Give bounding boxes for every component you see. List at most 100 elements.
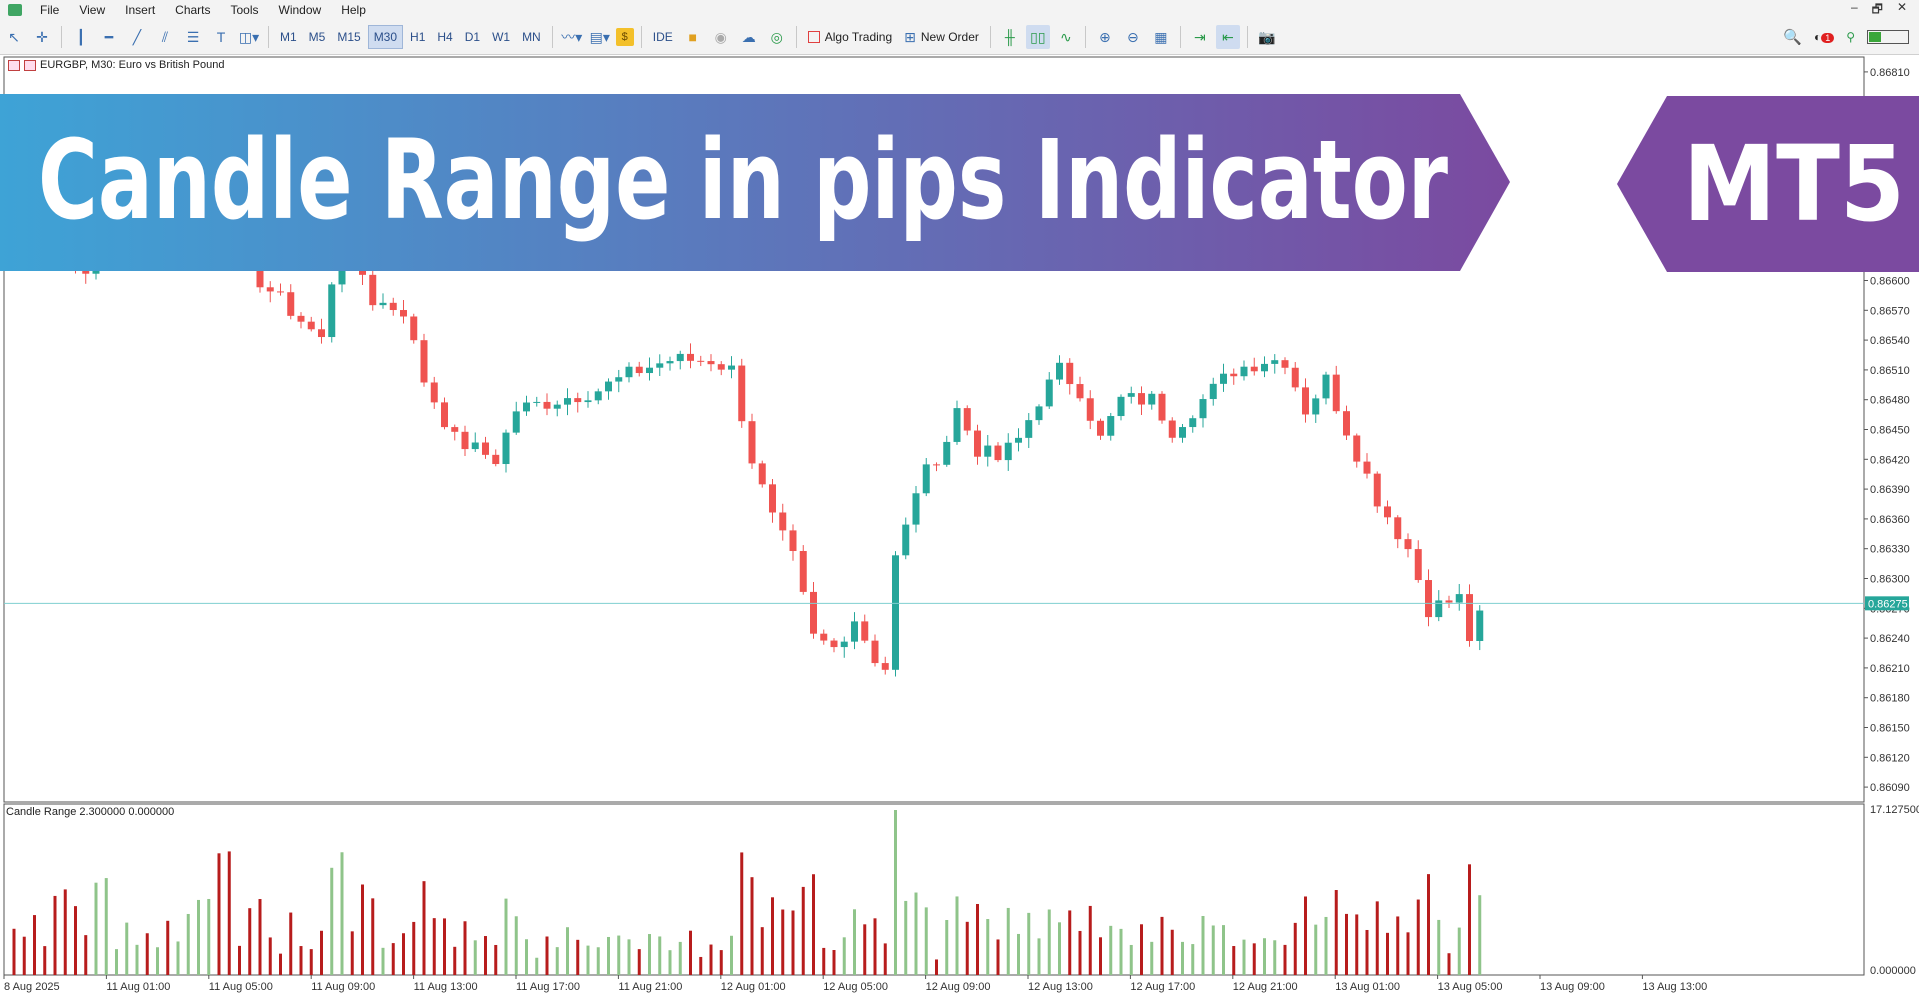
candle-body [1343, 411, 1350, 436]
zoom-out-icon[interactable]: ⊖ [1127, 28, 1139, 45]
candle-body [369, 274, 377, 306]
templates-icon[interactable]: ▤▾ [589, 28, 610, 45]
fibonacci-icon[interactable]: ☰ [186, 28, 200, 45]
restore-button[interactable]: 🗗 [1871, 1, 1883, 16]
range-bar [84, 935, 88, 975]
range-bar [627, 939, 631, 975]
range-bar [104, 878, 108, 975]
autoscroll-icon[interactable]: ⇥ [1194, 28, 1206, 45]
range-bar [976, 903, 979, 975]
chart-shift-icon[interactable]: ⇤ [1215, 25, 1240, 49]
range-bar [453, 946, 457, 975]
range-bar [238, 945, 241, 975]
vps-icon[interactable]: ◎ [770, 28, 783, 45]
signals-icon[interactable]: ◉ [714, 28, 727, 45]
timeframe-m1[interactable]: M1 [280, 30, 297, 44]
search-icon[interactable]: 🔍 [1783, 29, 1802, 46]
text-tool-icon[interactable]: T [216, 29, 226, 45]
market-bag-icon[interactable]: ■ [688, 29, 697, 45]
symbol-text: EURGBP, M30: Euro vs British Pound [40, 59, 225, 71]
candle-body [1384, 506, 1391, 518]
range-bar [617, 935, 621, 975]
new-order-label: New Order [920, 30, 979, 44]
range-bar [750, 877, 754, 975]
menu-charts[interactable]: Charts [175, 3, 211, 17]
screenshot-icon[interactable]: 📷 [1258, 28, 1276, 45]
window-controls: – 🗗 ✕ [1851, 0, 1919, 21]
candle-body [861, 621, 869, 641]
zoom-in-icon[interactable]: ⊕ [1099, 28, 1111, 45]
menu-tools[interactable]: Tools [230, 3, 259, 17]
indicators-icon[interactable]: 〰▾ [561, 29, 583, 45]
range-bar [340, 852, 344, 975]
range-bar [1334, 890, 1338, 975]
menu-file[interactable]: File [40, 3, 60, 17]
platform-banner: MT5 [1617, 96, 1919, 272]
timeframe-w1[interactable]: W1 [492, 30, 511, 44]
range-bar [268, 937, 272, 975]
cursor-icon[interactable]: ↖ [8, 28, 20, 45]
timeframe-d1[interactable]: D1 [464, 30, 481, 44]
crosshair-icon[interactable]: ✛ [36, 28, 48, 45]
candle-body [492, 454, 500, 465]
range-bar [74, 906, 77, 975]
timeframe-h1[interactable]: H1 [410, 30, 426, 44]
line-chart-icon[interactable]: ∿ [1060, 28, 1072, 45]
range-bar [545, 936, 549, 975]
candle-body [615, 377, 623, 382]
banner-platform: MT5 [1683, 123, 1905, 245]
bar-chart-icon[interactable]: ╫ [1004, 29, 1015, 45]
new-order-icon: ⊞ [904, 28, 916, 45]
toolbar: ↖ ✛ ┃ ━ ╱ ⫽ ☰ T ◫▾ M1 M5 M15 M30 H1 H4 D… [0, 20, 1919, 55]
price-tick-label: 0.86540 [1870, 335, 1910, 347]
range-bar [361, 884, 364, 975]
timeframe-mn[interactable]: MN [522, 30, 541, 44]
minimize-button[interactable]: – [1850, 0, 1858, 14]
range-bar [463, 921, 467, 975]
candle-body [605, 381, 612, 392]
notifications-icon[interactable]: ◐ 1 [1814, 30, 1835, 44]
algo-trading-button[interactable]: Algo Trading [802, 30, 898, 44]
range-bar [719, 950, 723, 975]
channel-icon[interactable]: ⫽ [161, 28, 169, 45]
candlestick-icon[interactable]: ▯▯ [1025, 25, 1050, 49]
range-bar [771, 897, 774, 975]
grid-icon[interactable]: ▦ [1154, 28, 1168, 45]
ide-button[interactable]: IDE [652, 30, 673, 44]
range-bar [791, 910, 795, 975]
candle-body [1138, 393, 1145, 405]
banner-title: Candle Range in pips Indicator [38, 116, 1448, 244]
timeframe-m5[interactable]: M5 [308, 30, 326, 44]
range-bar [207, 898, 211, 975]
range-bar [1468, 864, 1471, 975]
range-bar [1191, 944, 1195, 975]
time-tick-label: 12 Aug 05:00 [823, 981, 888, 993]
menu-insert[interactable]: Insert [125, 3, 156, 17]
price-tick-label: 0.86600 [1870, 276, 1910, 288]
range-bar [607, 936, 610, 975]
time-tick-label: 11 Aug 05:00 [209, 981, 273, 993]
range-bar [186, 913, 190, 975]
dollar-icon[interactable]: $ [615, 28, 634, 46]
trendline-icon[interactable]: ╱ [132, 28, 142, 45]
cloud-icon[interactable]: ☁ [741, 28, 756, 45]
candle-body [574, 398, 582, 403]
menu-view[interactable]: View [79, 3, 106, 17]
timeframe-m15[interactable]: M15 [337, 30, 361, 44]
range-bar [648, 934, 651, 975]
horizontal-line-icon[interactable]: ━ [104, 28, 114, 45]
timeframe-h4[interactable]: H4 [437, 30, 453, 44]
price-tick-label: 0.86330 [1870, 544, 1910, 556]
range-bar [1181, 941, 1184, 975]
vertical-line-icon[interactable]: ┃ [76, 28, 86, 45]
close-button[interactable]: ✕ [1896, 0, 1907, 14]
menu-window[interactable]: Window [278, 3, 322, 17]
candle-body [400, 310, 407, 317]
timeframe-m30[interactable]: M30 [367, 25, 404, 49]
shapes-icon[interactable]: ◫▾ [238, 28, 260, 45]
new-order-button[interactable]: ⊞ New Order [898, 29, 985, 46]
candle-body [1373, 473, 1381, 507]
menu-help[interactable]: Help [341, 3, 366, 17]
candle-body [1240, 366, 1248, 377]
range-bar [514, 916, 518, 975]
